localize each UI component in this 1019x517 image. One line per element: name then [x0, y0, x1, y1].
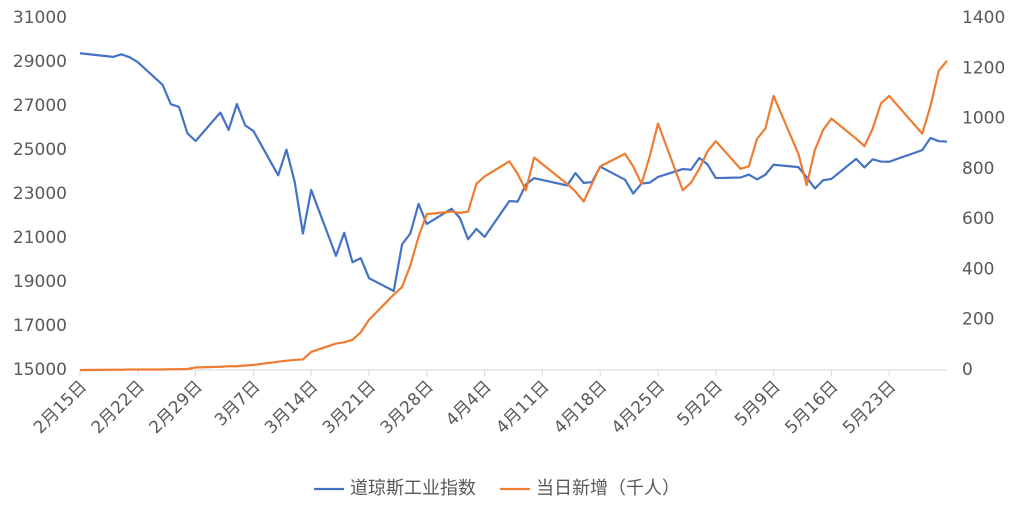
y2-tick-label: 1200 — [962, 58, 1005, 78]
x-tick-label: 5月16日 — [781, 377, 842, 438]
x-tick-label: 4月4日 — [442, 377, 495, 430]
y-tick-label: 25000 — [13, 140, 67, 160]
x-tick-label: 5月2日 — [673, 377, 726, 430]
y-tick-label: 19000 — [13, 272, 67, 292]
x-tick-label: 2月29日 — [146, 377, 207, 438]
y-tick-label: 17000 — [13, 316, 67, 336]
x-tick-label: 3月7日 — [211, 377, 264, 430]
y-tick-label: 21000 — [13, 228, 67, 248]
y2-tick-label: 0 — [962, 360, 973, 380]
x-tick-label: 2月22日 — [88, 377, 149, 438]
y-tick-label: 31000 — [13, 8, 67, 28]
x-tick-label: 5月23日 — [839, 377, 900, 438]
legend: 道琼斯工业指数 当日新增（千人） — [314, 478, 680, 499]
y-tick-label: 15000 — [13, 360, 67, 380]
x-tick-label: 3月21日 — [319, 377, 380, 438]
x-tick-label: 4月18日 — [550, 377, 611, 438]
x-tick-label: 4月11日 — [492, 377, 553, 438]
x-tick-label: 4月25日 — [608, 377, 669, 438]
x-tick-label: 5月9日 — [731, 377, 784, 430]
y-tick-label: 27000 — [13, 96, 67, 116]
series-line — [79, 52, 948, 293]
x-tick-label: 3月14日 — [261, 377, 322, 438]
y2-tick-label: 200 — [962, 310, 994, 330]
y-tick-label: 23000 — [13, 184, 67, 204]
y2-tick-label: 800 — [962, 159, 994, 179]
y2-tick-label: 1400 — [962, 8, 1005, 28]
y2-tick-label: 1000 — [962, 109, 1005, 129]
x-tick-label: 3月28日 — [377, 377, 438, 438]
y2-tick-label: 600 — [962, 209, 994, 229]
y-tick-label: 29000 — [13, 52, 67, 72]
y2-tick-label: 400 — [962, 259, 994, 279]
x-tick-label: 2月15日 — [30, 377, 91, 438]
legend-label: 道琼斯工业指数 — [350, 478, 476, 499]
series-line — [79, 60, 948, 372]
legend-label: 当日新增（千人） — [536, 478, 680, 499]
